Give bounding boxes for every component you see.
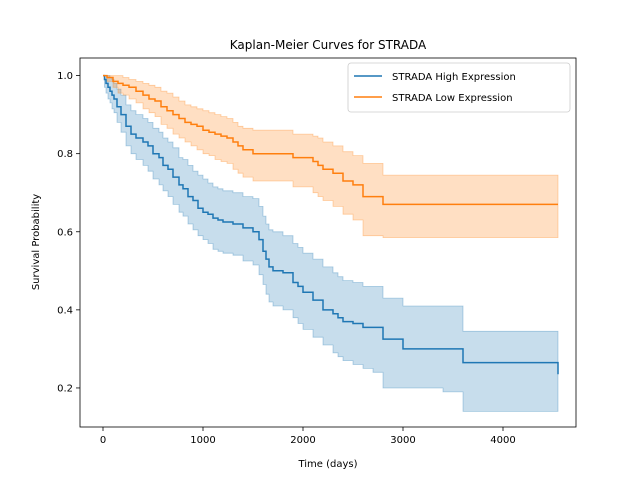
y-axis: 0.2 0.4 0.6 0.8 1.0	[57, 71, 80, 394]
ci-band-low	[103, 75, 559, 239]
legend-box	[347, 62, 571, 113]
legend: STRADA High Expression STRADA Low Expres…	[347, 62, 571, 113]
plot-background	[80, 58, 576, 427]
x-tick-label: 4000	[490, 435, 515, 446]
x-axis: 0 1000 2000 3000 4000	[100, 427, 516, 446]
chart-title: Kaplan-Meier Curves for STRADA	[230, 38, 427, 52]
x-tick-label: 0	[100, 435, 106, 446]
legend-label-low: STRADA Low Expression	[392, 93, 513, 104]
confidence-bands	[103, 75, 559, 412]
survival-line-low	[103, 74, 558, 206]
plot-frame	[79, 57, 577, 428]
ci-band-high	[103, 75, 559, 412]
x-tick-label: 3000	[390, 435, 415, 446]
survival-line-high	[103, 74, 559, 375]
y-tick-label: 1.0	[57, 71, 73, 82]
plot-area	[79, 57, 577, 428]
legend-label-high: STRADA High Expression	[392, 72, 516, 83]
x-axis-label: Time (days)	[297, 459, 357, 470]
survival-curves	[103, 74, 559, 375]
y-tick-label: 0.4	[57, 305, 73, 316]
y-tick-label: 0.8	[57, 149, 73, 160]
x-tick-label: 2000	[290, 435, 315, 446]
y-tick-label: 0.6	[57, 227, 73, 238]
x-tick-label: 1000	[190, 435, 215, 446]
y-axis-label: Survival Probability	[31, 194, 42, 290]
y-tick-label: 0.2	[57, 383, 73, 394]
